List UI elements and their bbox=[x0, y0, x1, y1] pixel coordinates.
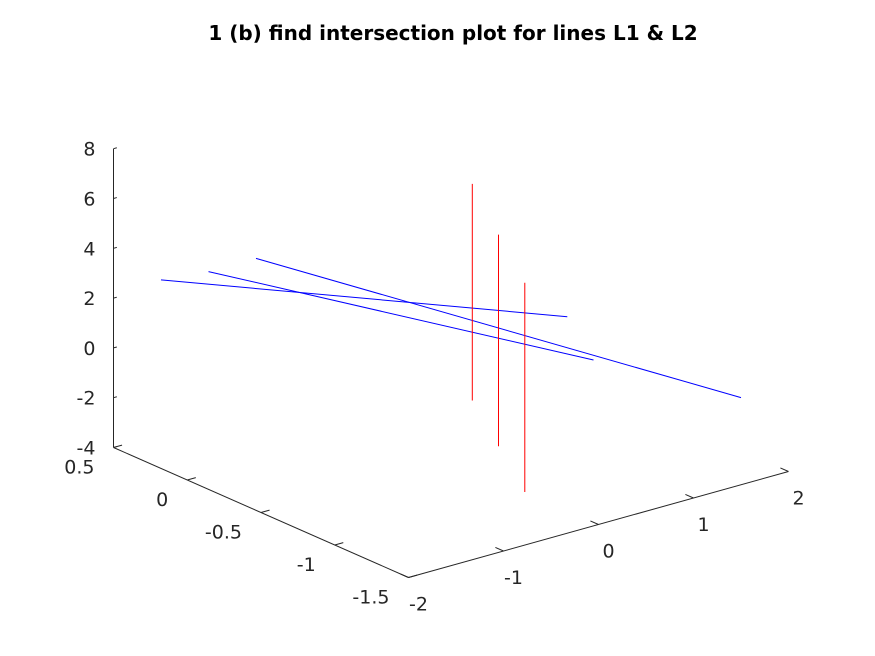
x-tick-label: 0 bbox=[602, 541, 614, 563]
x-tick-label: -1 bbox=[504, 567, 523, 589]
z-tick-label: 2 bbox=[83, 288, 95, 310]
plot-lines bbox=[160, 183, 742, 492]
z-tick-label: -2 bbox=[77, 388, 96, 410]
z-tick-mark bbox=[113, 396, 117, 399]
y-tick-mark bbox=[187, 477, 196, 481]
z-tick-label: 4 bbox=[83, 238, 95, 260]
y-tick-mark bbox=[408, 574, 418, 578]
y-tick-label: 0 bbox=[156, 489, 168, 511]
z-tick-label: -4 bbox=[77, 438, 96, 460]
y-tick-label: -1.5 bbox=[352, 587, 389, 609]
x-tick-label: -2 bbox=[409, 594, 428, 616]
x-tick-mark bbox=[400, 573, 409, 578]
z-tick-mark bbox=[113, 346, 117, 349]
y-tick-mark bbox=[334, 542, 344, 546]
y-tick-mark bbox=[260, 509, 270, 513]
z-tick-mark bbox=[113, 197, 117, 199]
chart-title: 1 (b) find intersection plot for lines L… bbox=[208, 21, 697, 45]
z-tick-mark bbox=[113, 446, 117, 448]
series-line-3 bbox=[160, 279, 568, 318]
x-tick-mark bbox=[780, 467, 789, 472]
axes bbox=[113, 148, 789, 578]
z-tick-mark bbox=[113, 296, 117, 299]
z-tick-label: 8 bbox=[83, 139, 95, 161]
z-tick-mark bbox=[113, 147, 117, 150]
x-tick-mark bbox=[495, 546, 504, 552]
series-line-2 bbox=[208, 271, 594, 361]
ticks: -2 -1 0 1 2 -1.5 -1 -0.5 0 0.5-4 -2 0 2 4 6 8 bbox=[64, 139, 804, 616]
y-tick-label: 0.5 bbox=[64, 457, 94, 479]
x-tick-label: 2 bbox=[792, 488, 804, 510]
y-tick-label: -1 bbox=[297, 554, 316, 576]
z-tick-label: 6 bbox=[83, 189, 95, 211]
x-tick-label: 1 bbox=[697, 514, 709, 536]
x-tick-mark bbox=[685, 493, 694, 499]
y-tick-label: -0.5 bbox=[205, 522, 242, 544]
x-tick-mark bbox=[590, 520, 599, 525]
z-tick-label: 0 bbox=[83, 338, 95, 360]
z-tick-mark bbox=[113, 246, 117, 249]
